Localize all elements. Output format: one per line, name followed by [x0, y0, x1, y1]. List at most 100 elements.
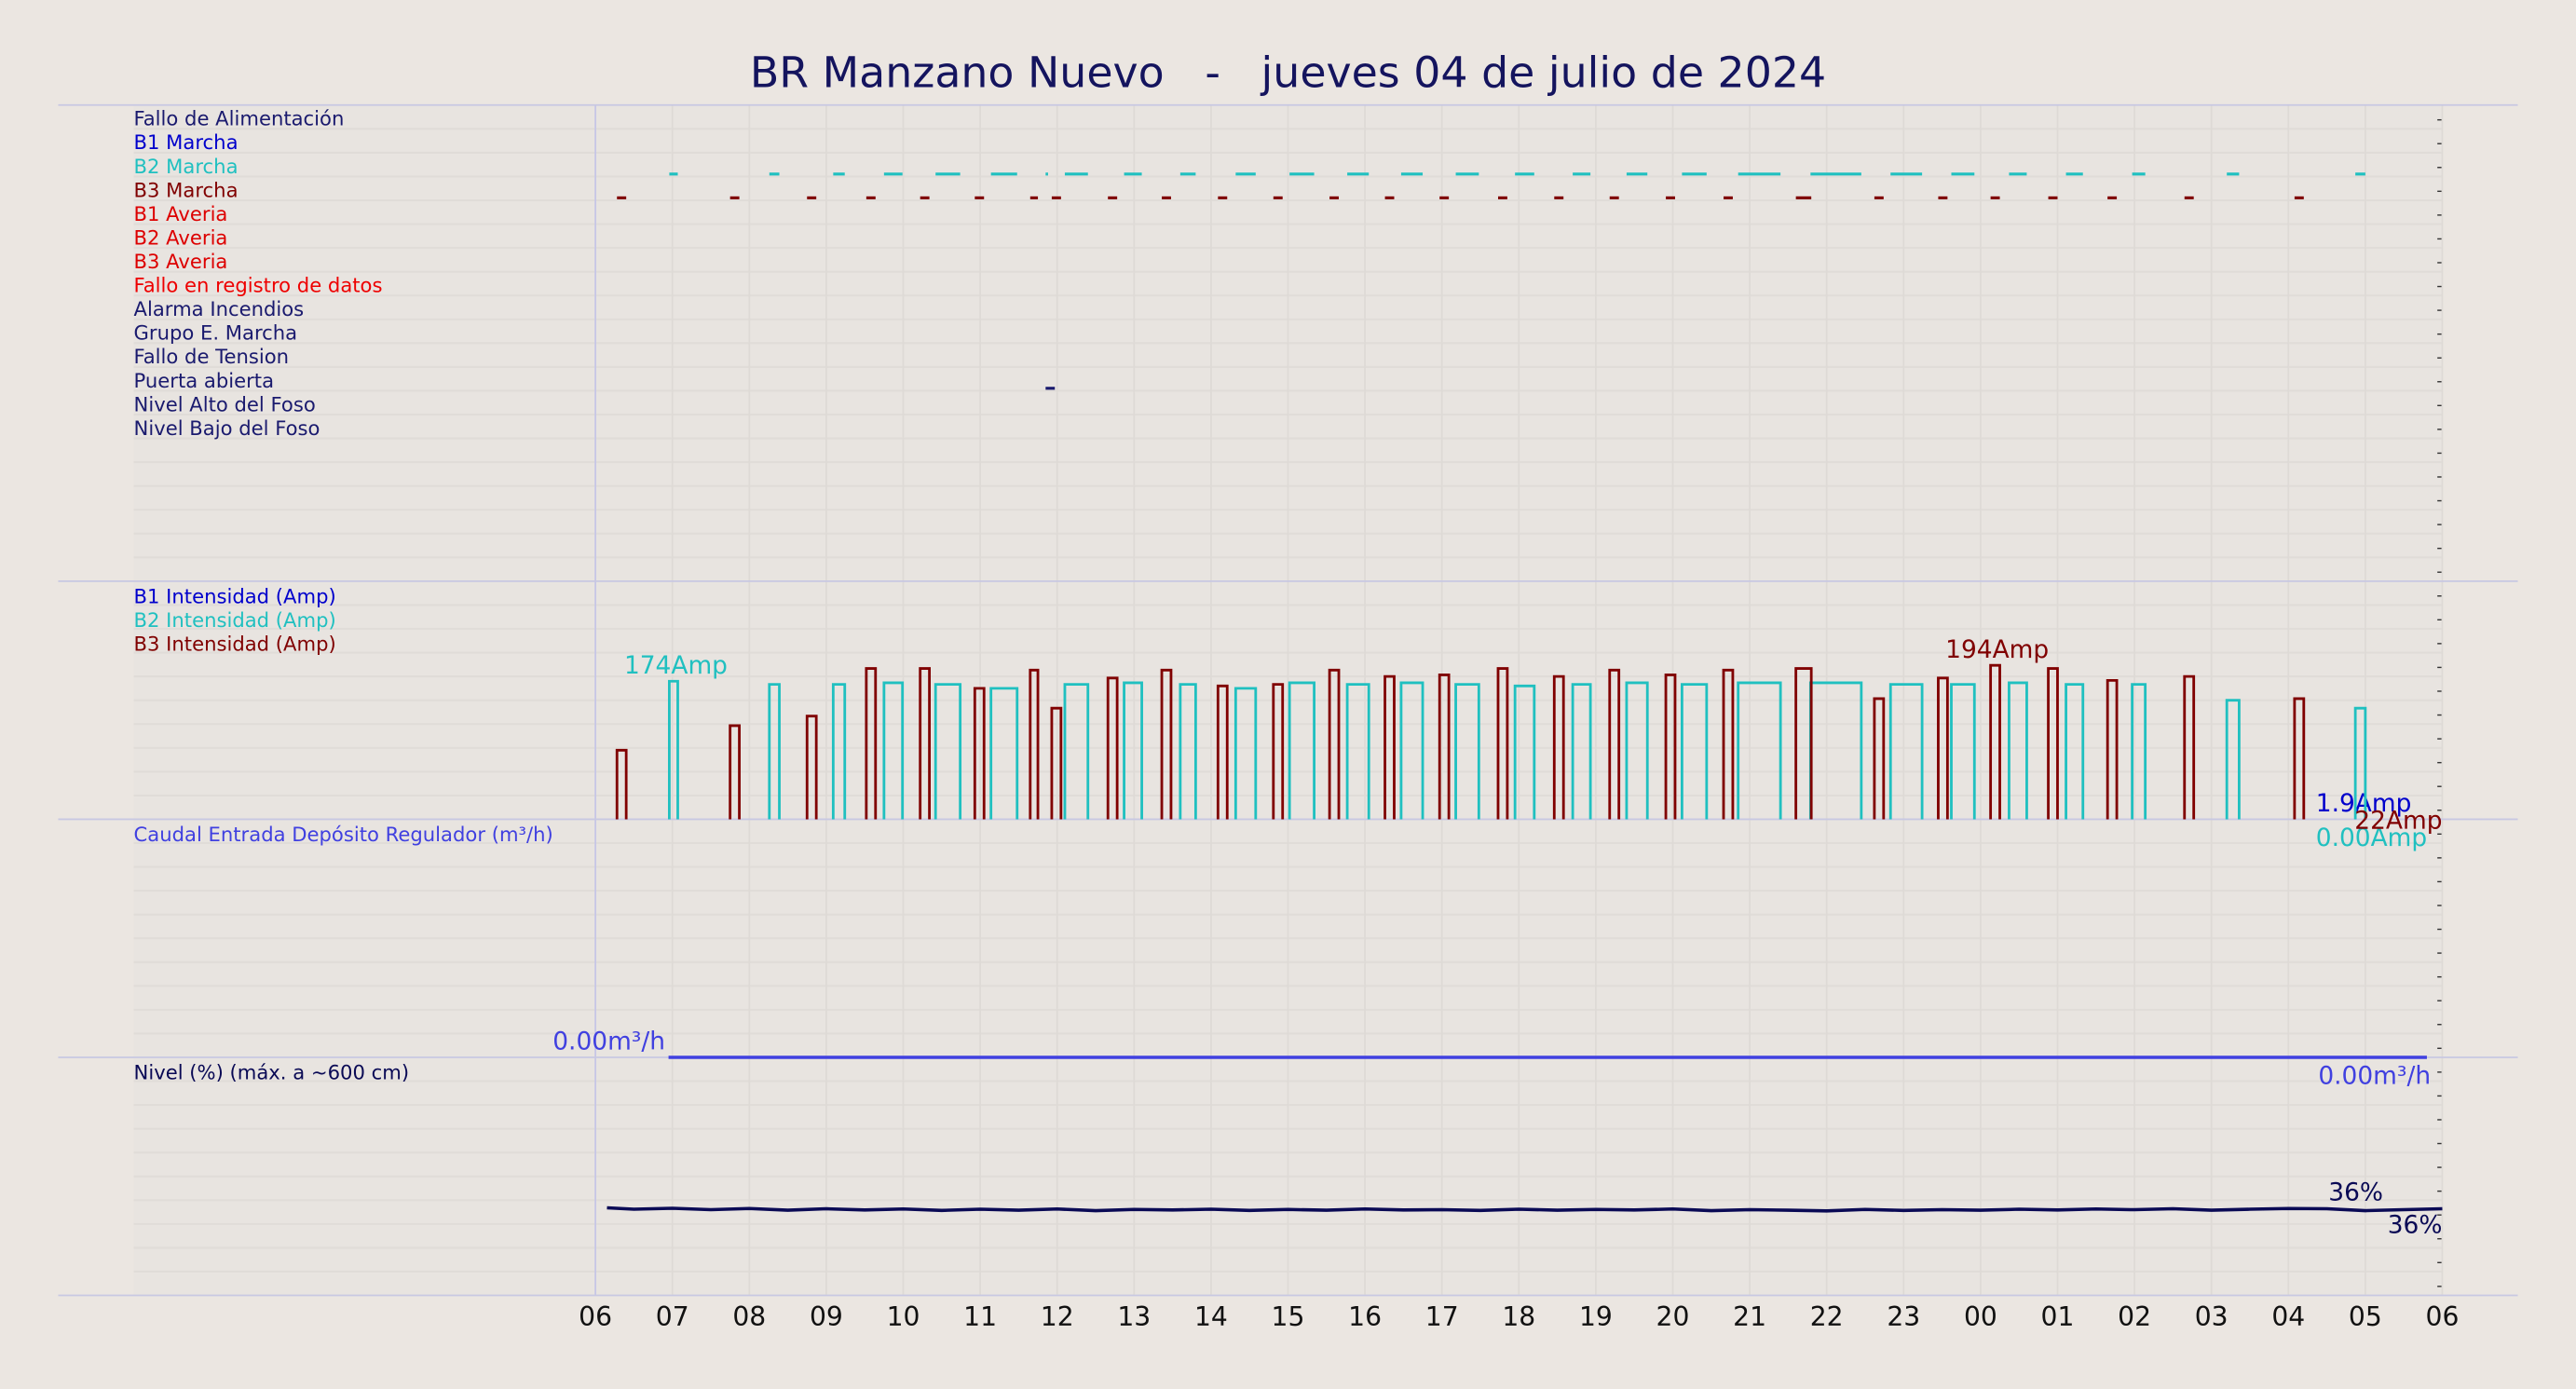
current-pulse: [1873, 697, 1886, 820]
x-tick-label: 19: [1579, 1301, 1613, 1332]
current-pulse: [667, 679, 679, 820]
current-pulse: [865, 667, 878, 820]
current-pulse: [2106, 678, 2119, 820]
current-pulse: [1454, 683, 1480, 820]
last-label: 22Amp: [2354, 806, 2442, 835]
current-pulse: [989, 687, 1019, 820]
current-pulse: [1179, 683, 1197, 820]
current-pulse: [1272, 683, 1285, 820]
max-label: 174Amp: [624, 651, 728, 680]
current-pulse: [2353, 706, 2367, 820]
x-tick-label: 17: [1425, 1301, 1459, 1332]
current-pulse: [2225, 699, 2241, 820]
current-pulse: [1680, 683, 1709, 820]
current-pulse: [1794, 667, 1813, 820]
current-pulse: [1063, 683, 1090, 820]
signal-label: B3 Averia: [134, 250, 228, 273]
x-tick-label: 23: [1887, 1301, 1920, 1332]
x-tick-label: 18: [1502, 1301, 1535, 1332]
signal-label: Grupo E. Marcha: [134, 321, 298, 345]
current-pulse: [1989, 663, 2001, 820]
x-tick-label: 13: [1117, 1301, 1151, 1332]
signal-label: B2 Marcha: [134, 155, 239, 178]
x-tick-label: 01: [2041, 1301, 2075, 1332]
signal-label: B2 Averia: [134, 225, 228, 249]
current-pulse: [768, 683, 781, 820]
current-pulse: [2183, 674, 2196, 820]
current-pulse: [1513, 684, 1536, 820]
series-label: B1 Intensidad (Amp): [134, 585, 336, 608]
x-tick-label: 14: [1194, 1301, 1228, 1332]
current-pulse: [1328, 668, 1341, 820]
current-pulse: [615, 748, 628, 820]
current-pulse: [1950, 683, 1976, 820]
current-pulse: [2065, 683, 2085, 820]
x-tick-label: 16: [1348, 1301, 1382, 1332]
series-label: B3 Intensidad (Amp): [134, 633, 336, 656]
current-pulse: [1123, 681, 1143, 820]
signal-label: B1 Averia: [134, 202, 228, 225]
current-pulse: [1937, 676, 1949, 820]
current-pulse: [1608, 668, 1621, 820]
current-pulse: [729, 724, 741, 820]
signal-label: Nivel Alto del Foso: [134, 392, 316, 415]
last-label: 1.9Amp: [2316, 789, 2412, 818]
signal-label: Fallo en registro de datos: [134, 274, 383, 297]
x-tick-label: 00: [1964, 1301, 1997, 1332]
current-pulse: [831, 683, 847, 820]
series-label: B2 Intensidad (Amp): [134, 608, 336, 632]
current-pulse: [1399, 681, 1424, 820]
x-tick-label: 22: [1810, 1301, 1844, 1332]
last-label: 0.00m³/h: [2318, 1062, 2431, 1091]
signal-label: Alarma Incendios: [134, 297, 305, 320]
signal-label: Nivel Bajo del Foso: [134, 416, 320, 440]
x-tick-label: 07: [656, 1301, 689, 1332]
current-pulse: [882, 681, 905, 820]
max-label: 194Amp: [1945, 635, 2049, 664]
current-pulse: [1050, 706, 1063, 820]
series-label: Caudal Entrada Depósito Regulador (m³/h): [134, 823, 553, 846]
signal-label: Fallo de Tension: [134, 345, 290, 368]
current-pulse: [1288, 681, 1315, 820]
current-pulse: [2131, 683, 2147, 820]
current-pulse: [1438, 673, 1451, 820]
signal-label: Puerta abierta: [134, 369, 275, 392]
first-label: 0.00m³/h: [552, 1028, 665, 1056]
last-label: 0.00Amp: [2316, 824, 2427, 852]
current-pulse: [1345, 683, 1370, 820]
current-pulse: [919, 667, 932, 820]
current-pulse: [1233, 687, 1258, 820]
x-tick-label: 12: [1041, 1301, 1074, 1332]
signal-label: B1 Marcha: [134, 130, 239, 154]
current-pulse: [1552, 674, 1565, 820]
current-pulse: [2047, 667, 2059, 820]
x-tick-label: 05: [2349, 1301, 2382, 1332]
x-tick-label: 03: [2195, 1301, 2228, 1332]
signal-label: B3 Marcha: [134, 178, 239, 201]
x-tick-label: 08: [732, 1301, 766, 1332]
x-tick-label: 11: [963, 1301, 997, 1332]
current-pulse: [1029, 668, 1040, 820]
current-pulse: [934, 683, 962, 820]
series-line: [607, 1205, 2443, 1213]
signal-label: Fallo de Alimentación: [134, 107, 345, 130]
x-tick-label: 02: [2118, 1301, 2151, 1332]
chart-title: BR Manzano Nuevo - jueves 04 de julio de…: [750, 48, 1826, 98]
last-label: 36%: [2388, 1211, 2443, 1240]
current-pulse: [2008, 681, 2028, 820]
current-pulse: [2293, 697, 2306, 820]
x-tick-label: 06: [2426, 1301, 2460, 1332]
current-pulse: [1571, 683, 1592, 820]
current-pulse: [1383, 674, 1396, 820]
current-pulse: [1496, 667, 1509, 820]
x-tick-label: 20: [1656, 1301, 1690, 1332]
x-tick-label: 10: [887, 1301, 920, 1332]
current-pulse: [973, 687, 986, 820]
current-pulse: [1664, 673, 1677, 820]
x-tick-label: 21: [1733, 1301, 1766, 1332]
first-label: 36%: [2328, 1178, 2383, 1206]
x-tick-label: 04: [2271, 1301, 2305, 1332]
current-pulse: [1160, 668, 1173, 820]
x-tick-label: 09: [810, 1301, 843, 1332]
